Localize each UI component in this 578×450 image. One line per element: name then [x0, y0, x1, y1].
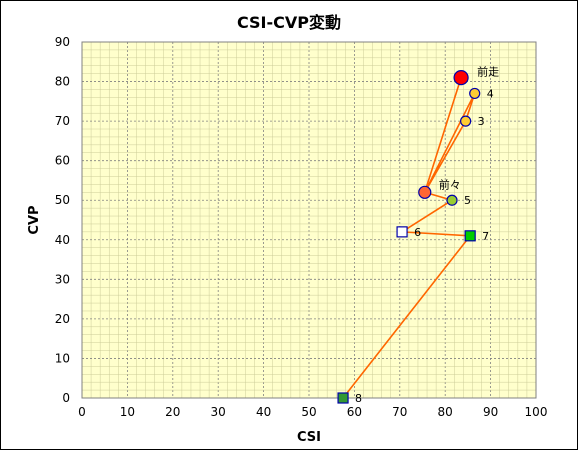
marker-circle: [460, 115, 472, 127]
x-tick-label: 0: [78, 405, 86, 419]
marker-square: [464, 230, 476, 242]
x-tick-label: 30: [211, 405, 226, 419]
x-axis-title: CSI: [297, 430, 321, 445]
x-tick-label: 80: [438, 405, 453, 419]
x-tick-label: 100: [525, 405, 548, 419]
x-tick-label: 60: [347, 405, 362, 419]
x-tick-label: 40: [256, 405, 271, 419]
tick-labels: 0 10 20 30 40 50 60 70 80 90 100 0 10 20 30 40 50 60 70 80 9…: [55, 35, 548, 419]
y-tick-label: 60: [55, 154, 70, 168]
y-axis-title: CVP: [27, 205, 42, 234]
marker-circle: [469, 87, 481, 100]
y-tick-label: 40: [55, 233, 70, 247]
y-tick-label: 30: [55, 272, 70, 286]
x-tick-label: 90: [483, 405, 498, 419]
point-label: 6: [414, 226, 421, 239]
point-label: 7: [482, 230, 489, 243]
plot-border: [81, 41, 537, 399]
point-label: 3: [478, 115, 485, 128]
marker-square: [337, 392, 349, 404]
point-label: 4: [487, 87, 494, 100]
y-tick-label: 20: [55, 312, 70, 326]
y-tick-label: 0: [62, 391, 70, 405]
grid-lines: [81, 41, 537, 399]
y-tick-label: 80: [55, 75, 70, 89]
y-tick-label: 50: [55, 193, 70, 207]
marker-circle: [446, 194, 458, 206]
x-tick-label: 20: [165, 405, 180, 419]
point-label: 8: [355, 392, 362, 405]
point-label: 前走: [477, 65, 499, 79]
chart-title: CSI-CVP変動: [237, 13, 341, 32]
y-tick-label: 10: [55, 351, 70, 365]
x-tick-label: 10: [120, 405, 135, 419]
y-tick-label: 90: [55, 35, 70, 49]
marker-circle: [453, 69, 469, 86]
marker-circle: [418, 185, 432, 199]
x-tick-label: 70: [392, 405, 407, 419]
marker-square: [396, 226, 408, 238]
point-label: 前々: [439, 177, 461, 191]
point-label: 5: [464, 194, 471, 207]
y-tick-label: 70: [55, 114, 70, 128]
data-points: [337, 69, 481, 404]
x-tick-label: 50: [301, 405, 316, 419]
point-labels: 前走 4 3 前々5 6 7 8: [355, 65, 499, 405]
